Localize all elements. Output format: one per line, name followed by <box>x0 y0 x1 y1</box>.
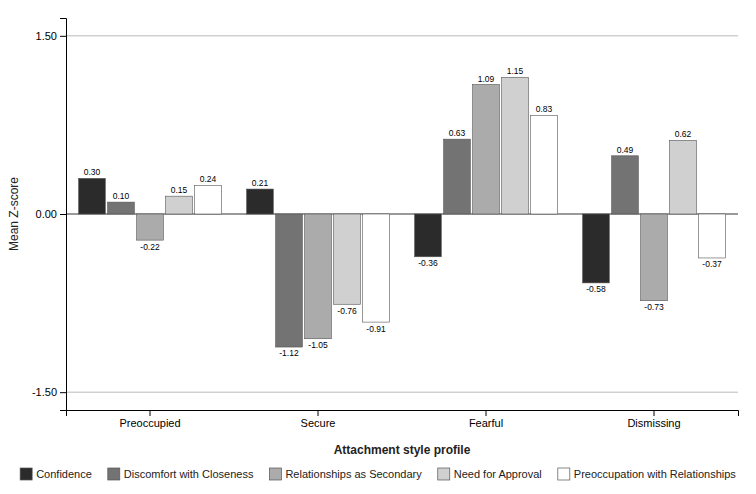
bar <box>583 214 610 283</box>
bar-series <box>195 115 726 322</box>
data-label: -1.05 <box>308 340 328 350</box>
data-label: -0.91 <box>366 324 386 334</box>
y-tick-mark <box>60 36 66 37</box>
data-label: 1.09 <box>478 74 495 84</box>
legend-item: Preoccupation with Relationships <box>558 468 737 480</box>
x-tick-mark <box>486 410 487 416</box>
legend: Confidence Discomfort with Closeness Relat… <box>20 468 736 480</box>
bar <box>531 115 558 214</box>
y-axis: -1.50 0.00 1.50 <box>32 19 67 411</box>
bar <box>334 214 361 304</box>
bar <box>247 189 274 214</box>
y-tick: -1.50 <box>32 386 66 398</box>
legend-label: Need for Approval <box>454 468 542 480</box>
x-tick-label: Secure <box>301 417 336 429</box>
data-label: -1.12 <box>279 348 299 358</box>
legend-item: Confidence <box>20 468 92 480</box>
x-tick-label: Dismissing <box>627 417 680 429</box>
legend-label: Discomfort with Closeness <box>124 468 254 480</box>
legend-swatch <box>269 468 281 480</box>
y-tick: 1.50 <box>36 30 66 42</box>
plot: 0.30 0.21 -0.36 -0.58 0.10 -1.12 0.63 0.49 -0.22… <box>32 19 739 429</box>
legend-swatch <box>20 468 32 480</box>
y-axis-title: Mean Z-score <box>7 177 21 251</box>
bar <box>473 85 500 214</box>
data-label: -0.58 <box>586 284 606 294</box>
x-axis-line <box>67 411 739 417</box>
bar <box>195 185 222 214</box>
data-label: 0.49 <box>617 145 634 155</box>
data-label: 0.83 <box>536 104 553 114</box>
y-tick-mark <box>60 214 66 215</box>
bar <box>305 214 332 339</box>
legend-swatch <box>438 468 450 480</box>
bar <box>137 214 164 240</box>
bar <box>108 202 135 214</box>
y-tick: 0.00 <box>36 208 66 220</box>
data-label: 0.15 <box>171 185 188 195</box>
bar <box>276 214 303 347</box>
x-tick: Preoccupied <box>119 410 180 429</box>
x-tick: Secure <box>301 410 336 429</box>
bar <box>670 140 697 214</box>
y-tick-label: 0.00 <box>36 208 57 220</box>
grid <box>66 36 738 392</box>
x-axis: Preoccupied Secure Fearful Dismissing <box>67 410 739 429</box>
bar <box>641 214 668 301</box>
data-label: -0.76 <box>337 306 357 316</box>
y-axis-line <box>60 19 67 411</box>
legend-item: Discomfort with Closeness <box>108 468 254 480</box>
data-label: 0.62 <box>675 129 692 139</box>
data-labels: 0.30 0.21 -0.36 -0.58 0.10 -1.12 0.63 0.49 -0.22… <box>84 66 722 358</box>
data-label: 0.21 <box>252 178 269 188</box>
data-label: 0.10 <box>113 191 130 201</box>
data-label: -0.36 <box>418 258 438 268</box>
grid-line <box>66 392 738 393</box>
y-tick-label: 1.50 <box>36 30 57 42</box>
bar-series <box>166 77 697 304</box>
x-tick: Fearful <box>469 410 503 429</box>
data-label: 0.24 <box>200 174 217 184</box>
bar <box>166 196 193 214</box>
bar <box>612 156 639 214</box>
grid-line <box>66 35 738 36</box>
legend-label: Confidence <box>36 468 92 480</box>
bar <box>79 178 106 214</box>
legend-item: Need for Approval <box>438 468 542 480</box>
bar <box>415 214 442 257</box>
x-tick-label: Fearful <box>469 417 503 429</box>
bar-series <box>108 139 639 347</box>
y-tick-label: -1.50 <box>32 386 57 398</box>
x-tick-label: Preoccupied <box>119 417 180 429</box>
x-axis-title: Attachment style profile <box>334 443 471 457</box>
data-label: 0.30 <box>84 167 101 177</box>
legend-label: Preoccupation with Relationships <box>574 468 737 480</box>
bar-series <box>137 85 668 339</box>
data-label: -0.37 <box>702 259 722 269</box>
data-label: -0.73 <box>644 302 664 312</box>
legend-swatch <box>108 468 120 480</box>
chart: Confidence Discomfort with Closeness Relat… <box>0 0 756 494</box>
x-tick-mark <box>654 410 655 416</box>
legend-swatch <box>558 468 570 480</box>
data-label: 0.63 <box>449 128 466 138</box>
x-tick: Dismissing <box>627 410 680 429</box>
legend-label: Relationships as Secondary <box>285 468 422 480</box>
legend-item: Relationships as Secondary <box>269 468 422 480</box>
x-tick-mark <box>150 410 151 416</box>
x-tick-mark <box>318 410 319 416</box>
bar <box>699 214 726 258</box>
data-label: -0.22 <box>140 242 160 252</box>
bars <box>79 77 726 347</box>
data-label: 1.15 <box>507 66 524 76</box>
bar <box>502 77 529 214</box>
bar <box>444 139 471 214</box>
y-tick-mark <box>60 392 66 393</box>
bar <box>363 214 390 322</box>
